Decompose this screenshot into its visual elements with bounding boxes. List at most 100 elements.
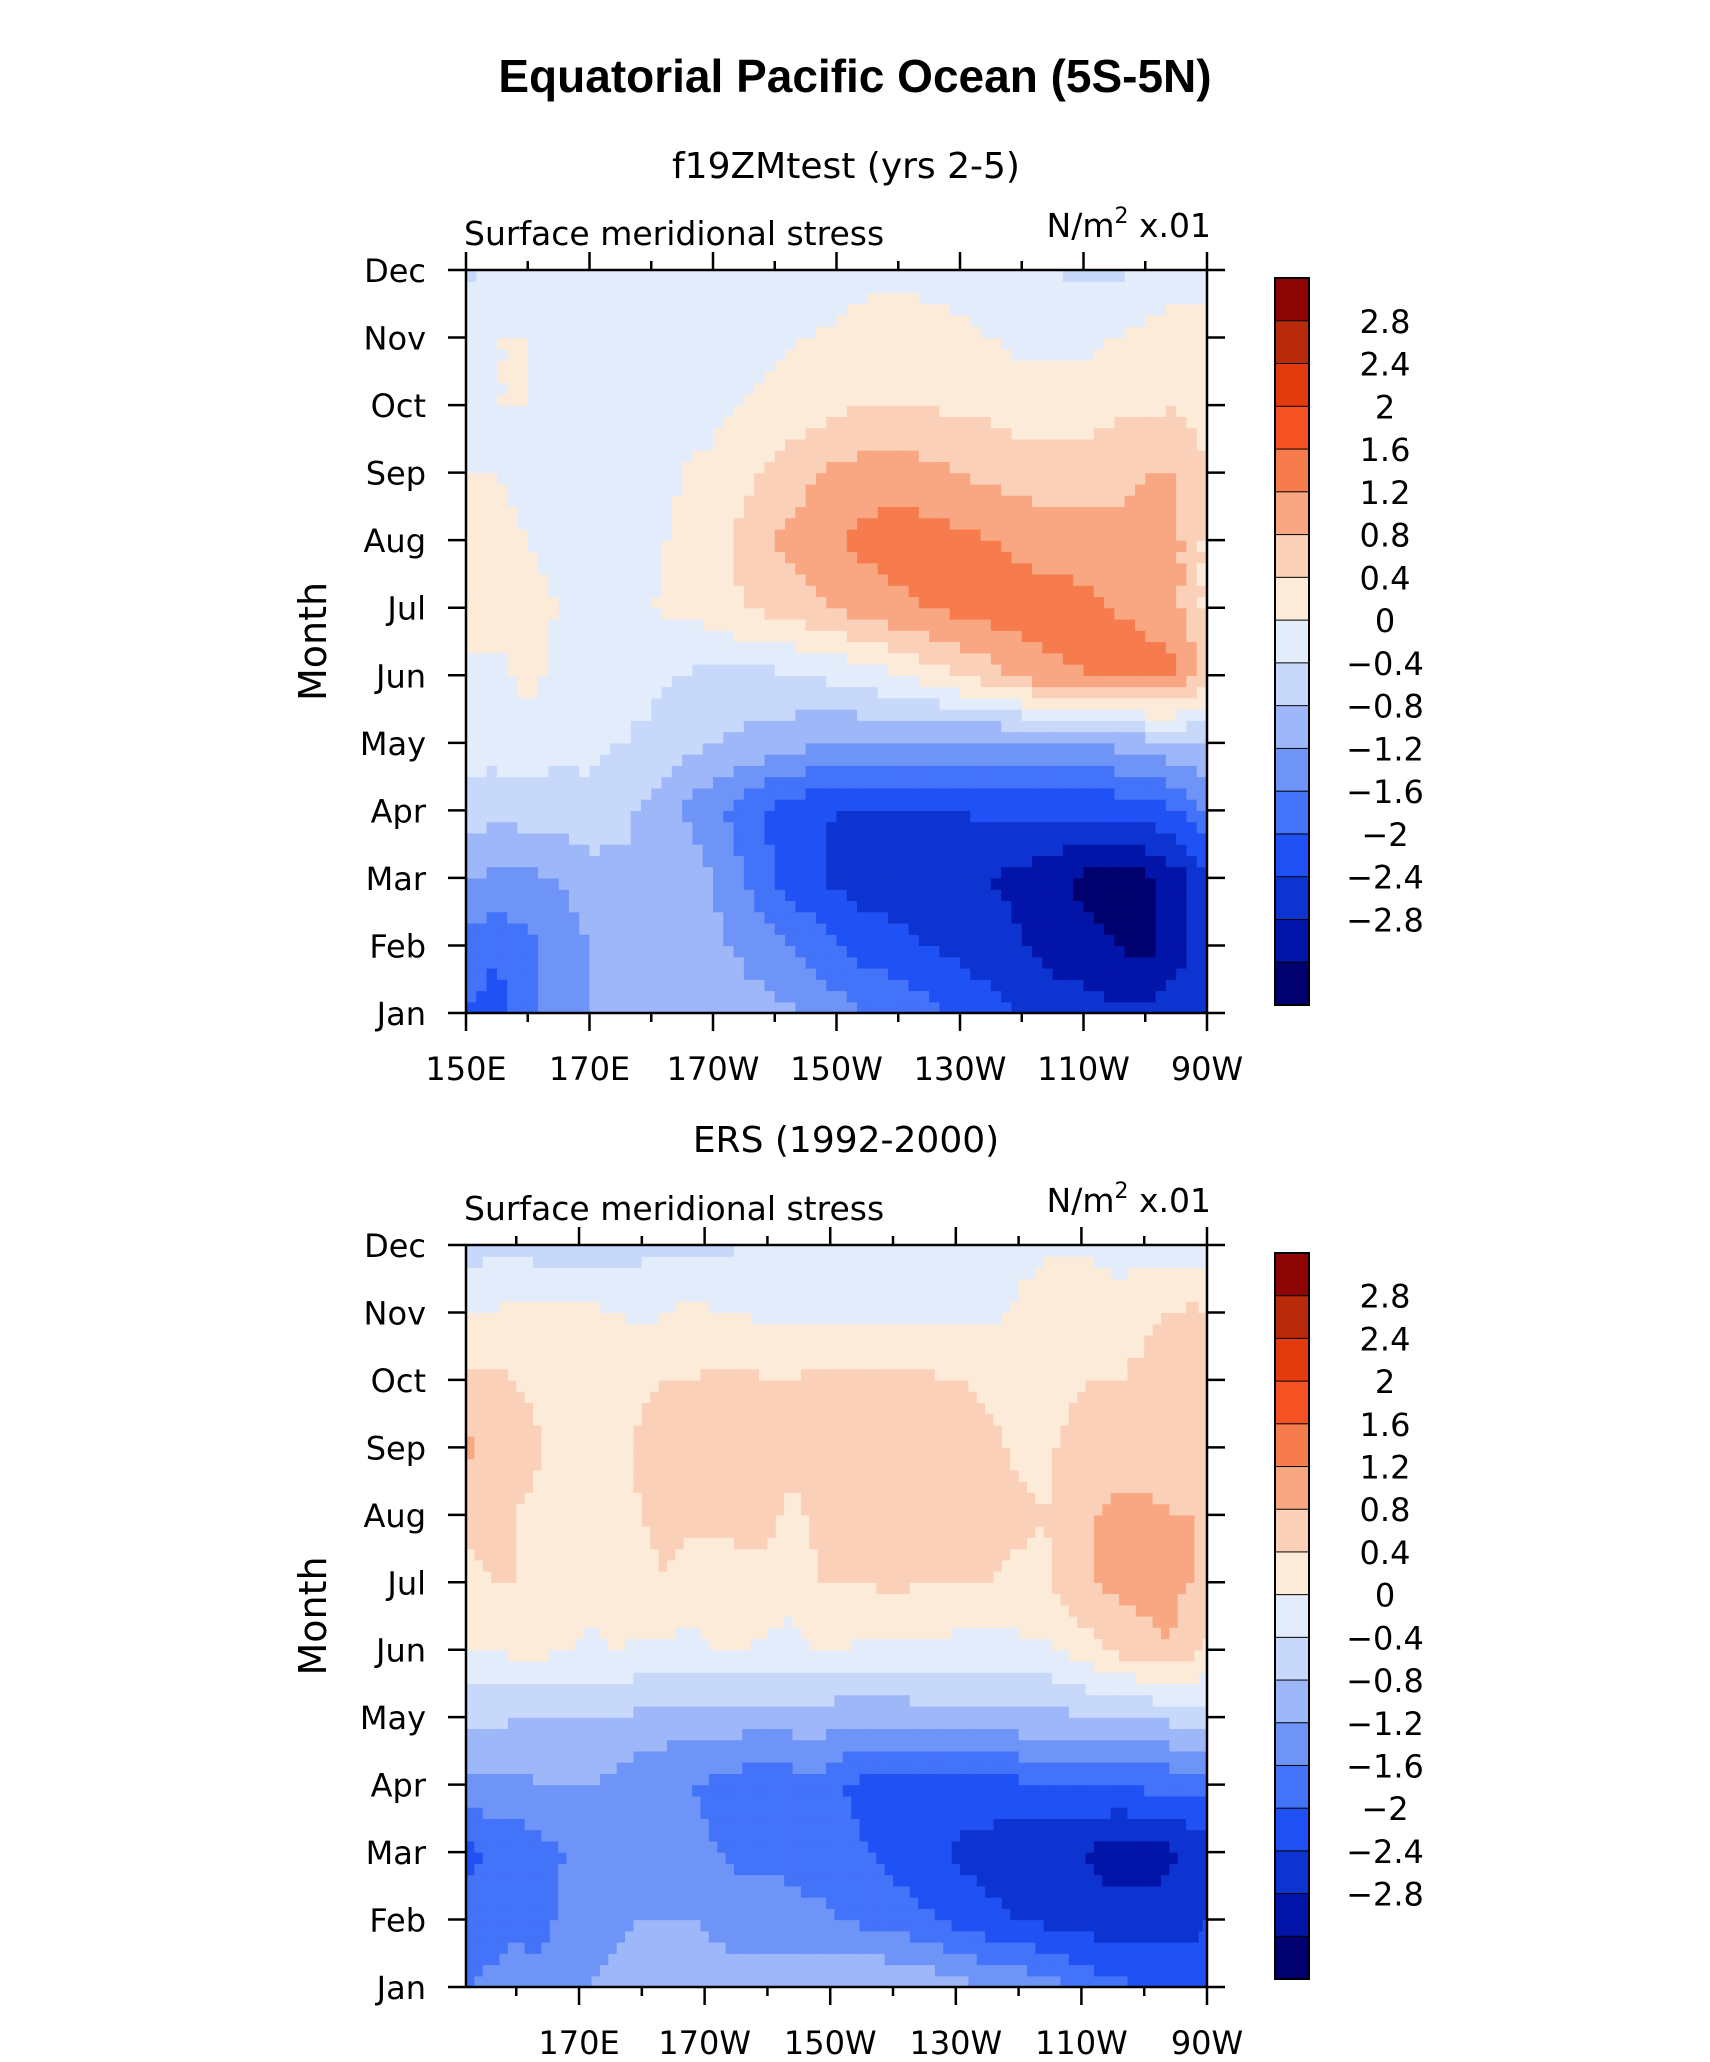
contour-cell	[1032, 832, 1043, 845]
contour-cell	[898, 450, 910, 462]
contour-cell	[558, 922, 570, 935]
contour-cell	[591, 1930, 601, 1943]
contour-cell	[1011, 281, 1023, 294]
contour-cell	[908, 371, 920, 384]
contour-cell	[579, 528, 591, 541]
contour-cell	[1083, 956, 1095, 969]
contour-cell	[1042, 934, 1054, 947]
contour-cell	[980, 979, 992, 992]
contour-cell	[517, 630, 529, 643]
contour-cell	[774, 664, 786, 676]
contour-cell	[980, 495, 992, 508]
contour-cell	[1165, 900, 1177, 913]
contour-cell	[651, 348, 663, 361]
contour-cell	[574, 1942, 584, 1954]
contour-cell	[496, 810, 508, 823]
contour-cell	[990, 900, 1002, 913]
contour-cell	[754, 889, 766, 902]
contour-cell	[1073, 652, 1085, 665]
contour-cell	[1104, 877, 1115, 890]
contour-cell	[1001, 979, 1013, 992]
contour-cell	[466, 787, 477, 800]
contour-cell	[579, 405, 591, 417]
contour-cell	[733, 438, 745, 451]
contour-cell	[1114, 832, 1126, 845]
contour-cell	[579, 709, 591, 721]
contour-cell	[1001, 506, 1013, 519]
contour-cell	[1052, 495, 1064, 508]
contour-cell	[1114, 495, 1126, 508]
contour-cell	[1011, 326, 1023, 339]
contour-cell	[548, 618, 560, 631]
contour-cell	[466, 889, 477, 902]
contour-cell	[846, 1001, 858, 1014]
contour-cell	[887, 618, 899, 631]
contour-cell	[877, 731, 889, 744]
contour-cell	[980, 675, 992, 688]
contour-cell	[898, 483, 910, 496]
contour-cell	[970, 990, 982, 1003]
contour-cell	[702, 641, 714, 654]
contour-cell	[764, 630, 776, 643]
contour-cell	[579, 922, 591, 935]
contour-cell	[949, 720, 961, 733]
contour-cell	[1042, 821, 1054, 834]
contour-cell	[548, 911, 560, 924]
contour-cell	[1052, 799, 1064, 811]
contour-cell	[1052, 855, 1064, 868]
contour-cell	[1114, 585, 1126, 598]
contour-cell	[538, 303, 549, 316]
contour-cell	[846, 405, 858, 417]
contour-cell	[1032, 472, 1043, 485]
contour-cell	[743, 348, 755, 361]
contour-cell	[620, 427, 632, 440]
contour-cell	[499, 1942, 509, 1954]
contour-cell	[651, 821, 663, 834]
contour-cell	[1001, 382, 1013, 395]
contour-cell	[1083, 337, 1095, 350]
contour-cell	[692, 630, 704, 643]
contour-cell	[1114, 956, 1126, 969]
contour-cell	[1052, 934, 1064, 947]
contour-cell	[1155, 731, 1167, 744]
contour-cell	[524, 1942, 534, 1954]
contour-cell	[836, 303, 848, 316]
contour-cell	[1134, 787, 1146, 800]
contour-cell	[640, 562, 652, 575]
contour-cell	[898, 416, 910, 429]
contour-cell	[476, 506, 488, 519]
contour-cell	[815, 371, 827, 384]
contour-cell	[1134, 934, 1146, 947]
contour-cell	[486, 765, 498, 778]
contour-cell	[651, 326, 663, 339]
contour-cell	[846, 348, 858, 361]
contour-cell	[661, 416, 673, 429]
contour-cell	[486, 855, 498, 868]
contour-cell	[960, 979, 971, 992]
contour-cell	[908, 630, 920, 643]
contour-cell	[496, 754, 508, 766]
contour-cell	[743, 832, 755, 845]
contour-cell	[1042, 540, 1054, 553]
contour-cell	[476, 787, 488, 800]
contour-cell	[476, 844, 488, 856]
contour-cell	[887, 877, 899, 890]
contour-cell	[1176, 956, 1188, 969]
contour-cell	[1145, 731, 1157, 744]
contour-cell	[1114, 664, 1126, 676]
contour-cell	[702, 922, 714, 935]
contour-cell	[1104, 664, 1115, 676]
contour-cell	[1083, 776, 1095, 789]
contour-cell	[826, 967, 838, 980]
contour-cell	[754, 427, 766, 440]
contour-cell	[1042, 573, 1054, 586]
contour-cell	[466, 438, 477, 451]
contour-cell	[929, 731, 941, 744]
contour-cell	[517, 810, 529, 823]
contour-cell	[918, 1001, 930, 1014]
contour-cell	[939, 675, 951, 688]
contour-cell	[815, 270, 827, 282]
contour-cell	[1134, 697, 1146, 710]
contour-cell	[1186, 765, 1198, 778]
contour-cell	[939, 652, 951, 665]
